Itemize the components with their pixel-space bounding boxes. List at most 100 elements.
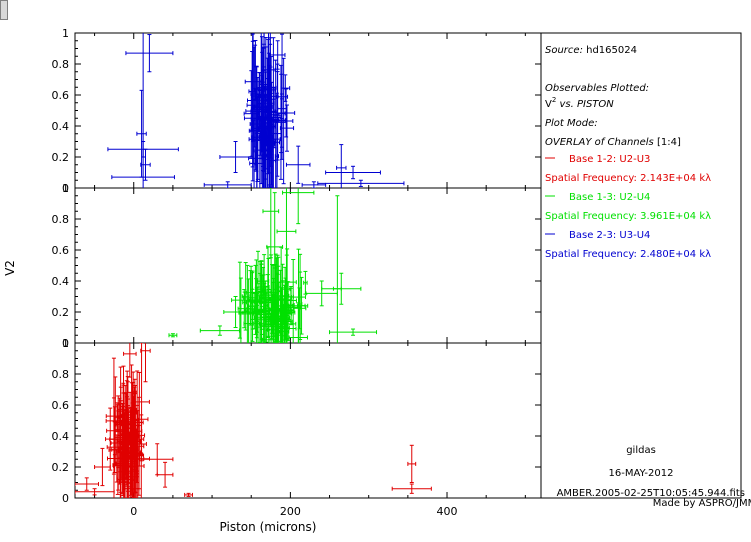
scroll-handle[interactable] (0, 0, 8, 20)
data-point (303, 270, 308, 295)
legend-spatial-frequency: Spatial Frequency: 2.143E+04 kλ (545, 173, 711, 184)
legend-credit: Made by ASPRO/JMMC (653, 498, 751, 509)
y-tick-label: 0 (62, 337, 69, 350)
data-point (168, 333, 178, 338)
data-point (301, 181, 327, 188)
data-point (282, 188, 315, 225)
y-tick-label: 0.2 (52, 461, 70, 474)
legend-date: 16-MAY-2012 (608, 468, 673, 479)
data-point (130, 371, 149, 467)
data-point (264, 313, 274, 326)
y-tick-label: 1 (62, 182, 69, 195)
legend-plot-mode-label: Plot Mode: (545, 118, 598, 129)
x-tick-label: 0 (130, 505, 137, 518)
y-tick-label: 0.4 (52, 430, 70, 443)
data-point (269, 40, 286, 70)
series-1 (168, 188, 378, 343)
data-point (407, 444, 417, 483)
y-tick-label: 0.6 (52, 244, 70, 257)
data-point (269, 98, 277, 144)
data-point (292, 287, 307, 330)
data-point (277, 98, 287, 119)
legend-program: gildas (626, 445, 656, 456)
y-tick-label: 0.4 (52, 275, 70, 288)
data-point (277, 88, 296, 138)
data-point (266, 192, 284, 302)
x-tick-label: 400 (437, 505, 458, 518)
data-point (203, 181, 252, 188)
data-point (75, 488, 115, 496)
y-tick-label: 0.4 (52, 120, 70, 133)
data-point (242, 270, 258, 326)
legend-overlay: OVERLAY of Channels [1:4] (545, 137, 681, 148)
legend-spatial-frequency: Spatial Frequency: 2.480E+04 kλ (545, 249, 711, 260)
data-point (199, 325, 240, 336)
data-point (223, 296, 248, 328)
data-point (250, 250, 266, 343)
data-point (284, 287, 297, 314)
y-tick-label: 0.2 (52, 306, 70, 319)
x-tick-label: 200 (280, 505, 301, 518)
data-point (336, 144, 347, 188)
plot-panel-frame (74, 187, 542, 344)
data-point (275, 64, 287, 180)
y-tick-label: 0.8 (52, 58, 70, 71)
data-point (129, 420, 134, 478)
legend-observables: V2 vs. PISTON (545, 96, 614, 110)
data-point (329, 328, 378, 336)
data-point (105, 407, 116, 471)
data-point (244, 33, 262, 164)
data-point (258, 94, 272, 180)
data-point (120, 385, 130, 484)
data-point (75, 477, 99, 491)
data-point (262, 188, 280, 259)
data-point (325, 165, 381, 180)
y-tick-label: 0.6 (52, 89, 70, 102)
series-2 (75, 343, 432, 498)
legend-spatial-frequency: Spatial Frequency: 3.961E+04 kλ (545, 211, 711, 222)
y-tick-label: 0 (62, 182, 69, 195)
legend-observables-label: Observables Plotted: (545, 83, 649, 94)
data-point (251, 44, 260, 148)
data-point (332, 195, 342, 343)
data-point (125, 448, 141, 471)
data-point (248, 96, 267, 182)
x-axis-title: Piston (microns) (220, 520, 317, 534)
data-point (276, 188, 297, 294)
data-point (118, 467, 128, 497)
legend-file: AMBER.2005-02-25T10:05:45.944.fits (557, 488, 745, 499)
data-point (317, 179, 405, 187)
y-tick-label: 0.8 (52, 213, 70, 226)
y-tick-label: 1 (62, 337, 69, 350)
data-point (141, 443, 174, 476)
data-point (133, 343, 150, 462)
series-0 (107, 33, 405, 188)
legend-base-label: Base 1-3: U2-U4 (569, 192, 650, 203)
data-point (123, 343, 137, 378)
data-point (140, 148, 151, 181)
data-point (285, 145, 311, 184)
y-tick-label: 0.2 (52, 151, 70, 164)
legend-source: Source: hd165024 (545, 45, 637, 56)
data-point (288, 302, 308, 343)
data-point (231, 261, 249, 339)
y-axis-title: V2 (3, 260, 17, 276)
data-point (184, 492, 193, 497)
data-point (107, 141, 179, 158)
legend-base-label: Base 2-3: U3-U4 (569, 230, 650, 241)
data-point (258, 260, 265, 335)
y-tick-label: 1 (62, 27, 69, 40)
data-point (305, 280, 338, 307)
data-point (219, 141, 252, 173)
y-tick-label: 0 (62, 492, 69, 505)
data-point (283, 281, 293, 342)
data-point (140, 343, 151, 383)
y-tick-label: 0.8 (52, 368, 70, 381)
data-point (391, 483, 432, 494)
y-tick-label: 0.6 (52, 399, 70, 412)
data-point (156, 461, 174, 488)
data-point (136, 89, 147, 178)
data-point (279, 313, 289, 337)
data-point (256, 266, 270, 296)
